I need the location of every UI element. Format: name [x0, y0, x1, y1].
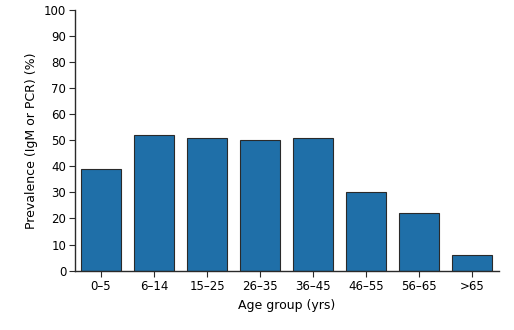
Y-axis label: Prevalence (IgM or PCR) (%): Prevalence (IgM or PCR) (%) [25, 52, 39, 228]
Bar [346, 192, 386, 271]
Bar [293, 138, 333, 271]
Bar [399, 213, 439, 271]
Bar [240, 140, 280, 271]
X-axis label: Age group (yrs): Age group (yrs) [238, 299, 335, 312]
Bar [81, 169, 121, 271]
Bar [452, 255, 492, 271]
Bar [134, 135, 174, 271]
Bar [187, 138, 227, 271]
